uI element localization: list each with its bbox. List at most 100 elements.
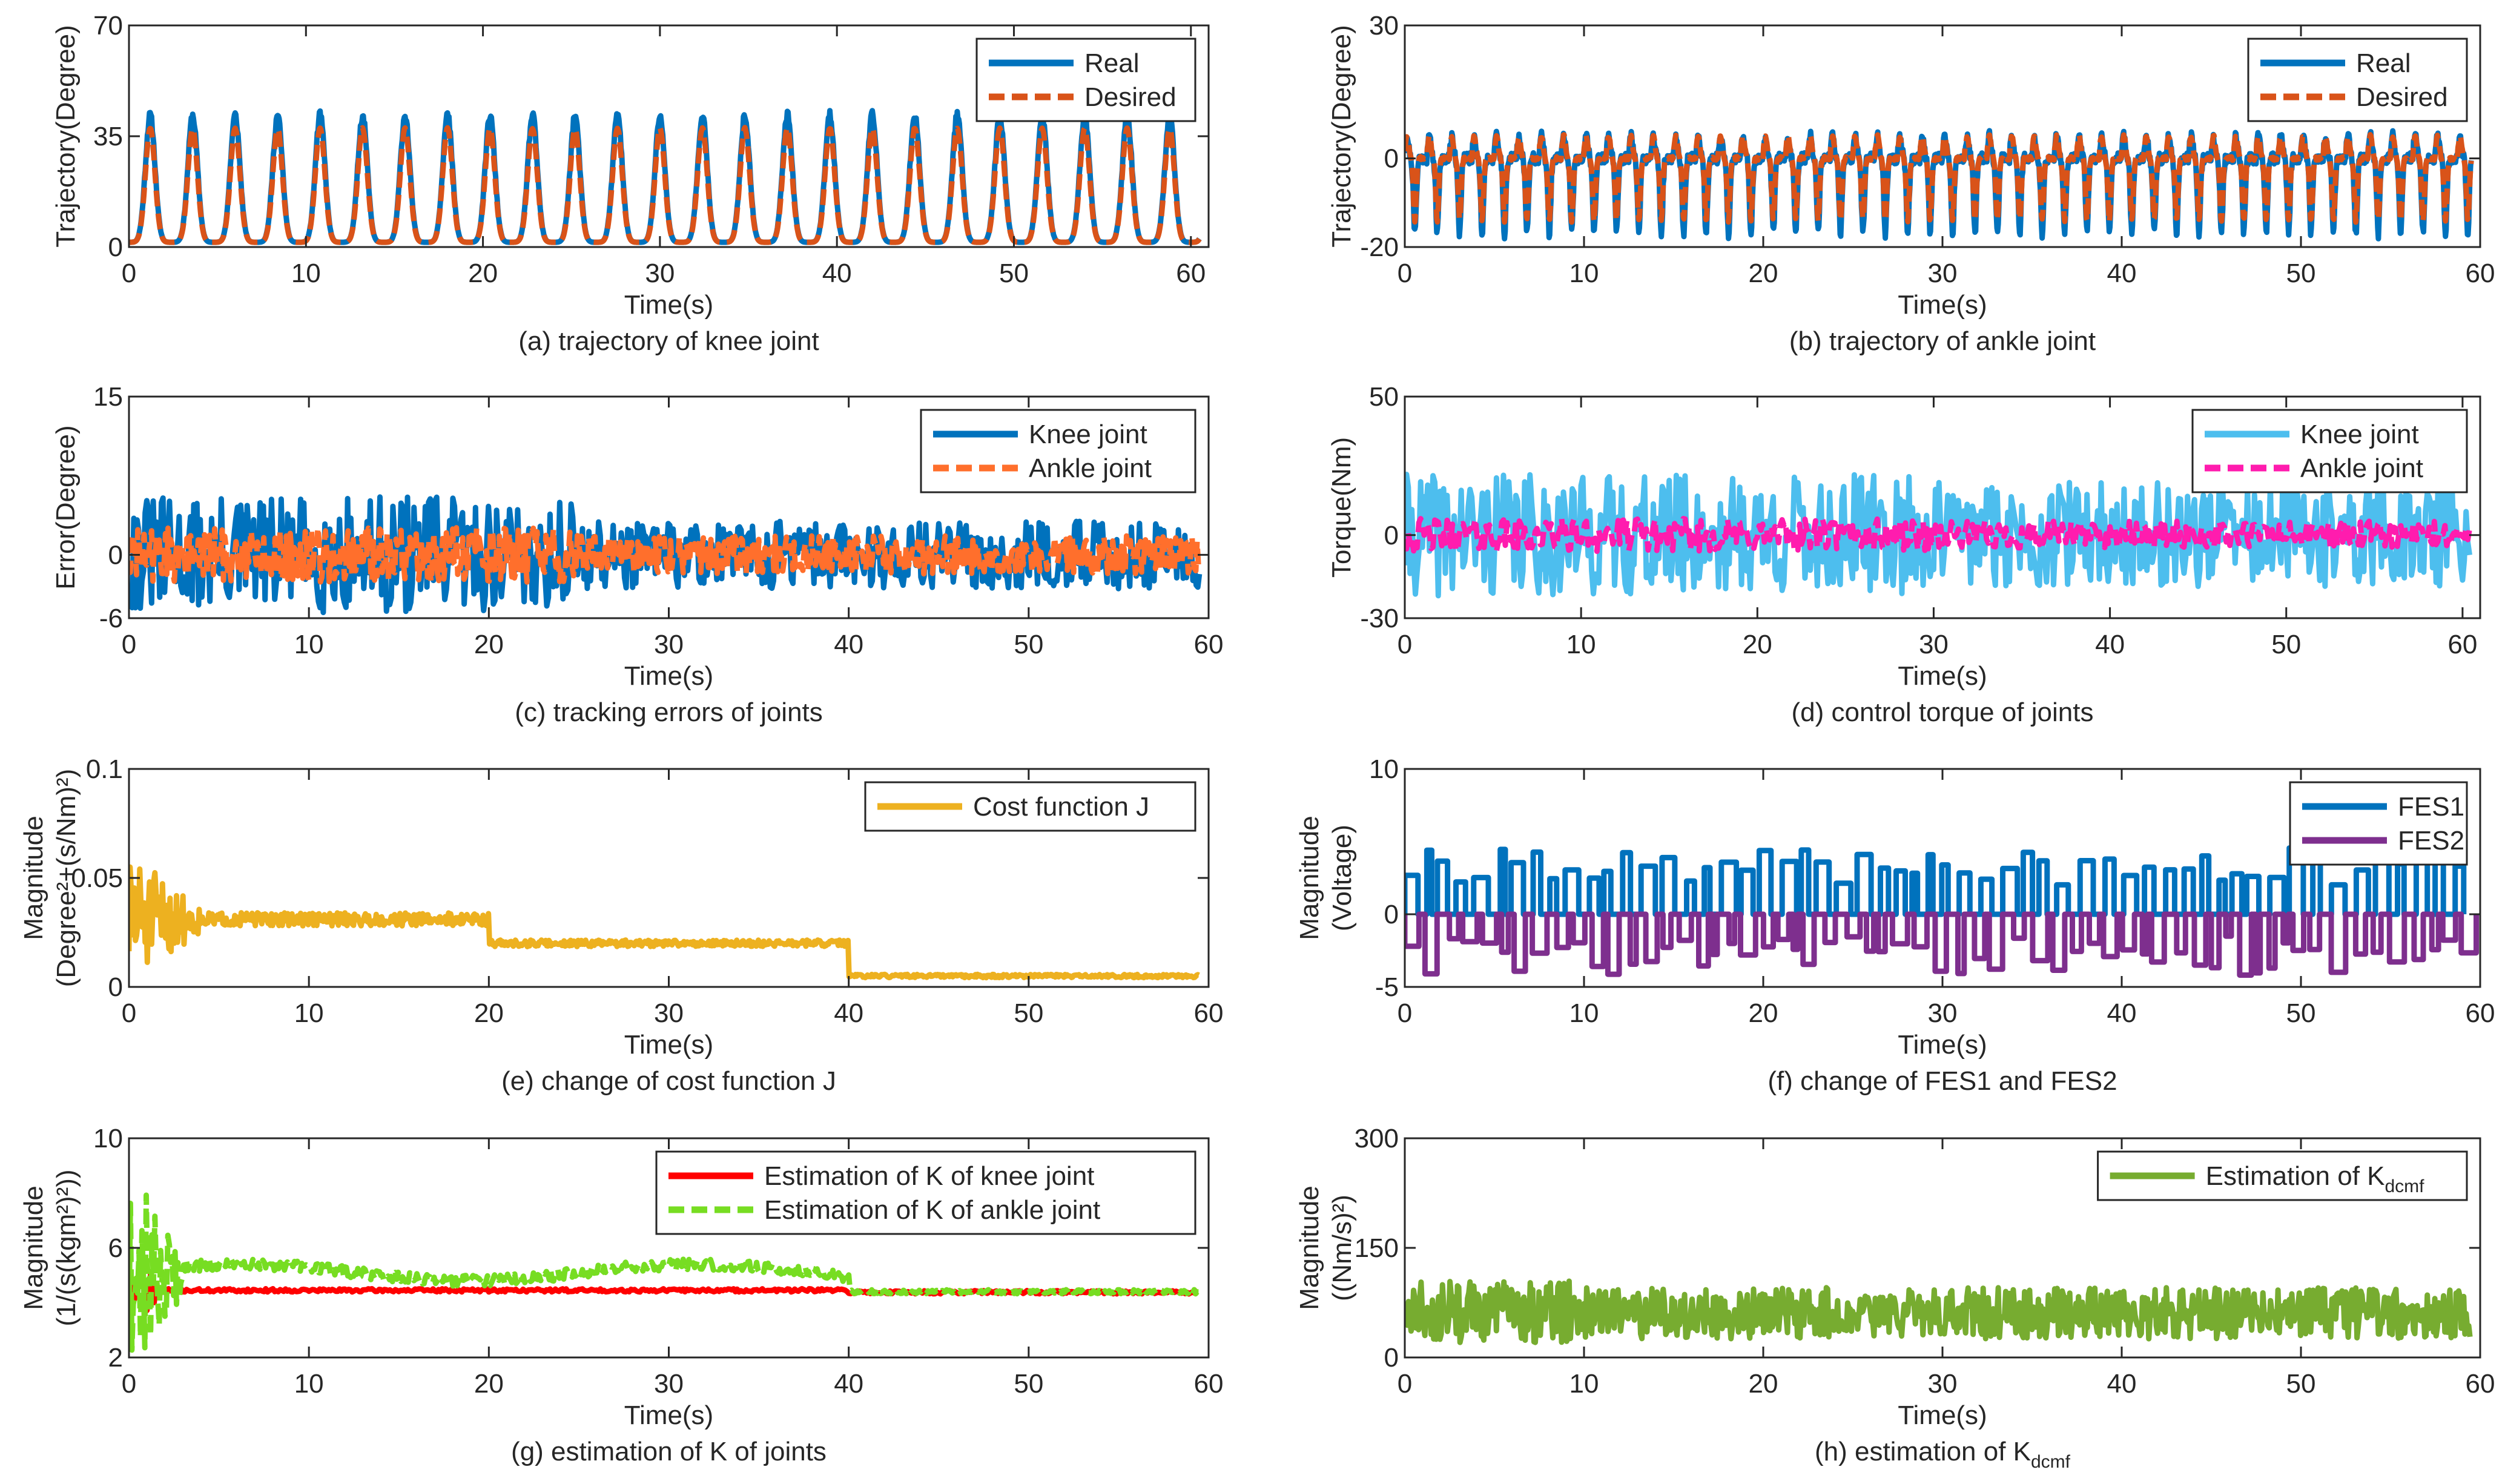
x-tick-label-2-3: 30: [654, 630, 684, 659]
x-tick-label-2-0: 0: [122, 630, 136, 659]
x-tick-label-3-6: 60: [2447, 630, 2477, 659]
panel-caption-4: (e) change of cost function J: [501, 1066, 836, 1096]
x-tick-label-3-3: 30: [1919, 630, 1949, 659]
y-tick-label-6-1: 6: [108, 1233, 123, 1263]
x-tick-label-4-1: 10: [294, 998, 324, 1028]
y-axis-label-0: Trajectory(Degree): [51, 25, 81, 248]
legend-label-0-1: Desired: [1084, 82, 1177, 112]
x-axis-label-0: Time(s): [624, 290, 713, 320]
x-tick-label-5-3: 30: [1928, 998, 1958, 1028]
y-tick-label-7-2: 300: [1355, 1124, 1399, 1153]
y-tick-label-5-0: -5: [1375, 972, 1399, 1002]
panel-caption-5: (f) change of FES1 and FES2: [1767, 1066, 2117, 1096]
chart-panel-6: 0 10 20 30 40 50 60 2 6 10 Time(s) Magnitude (1/(s(k…: [19, 1124, 1223, 1466]
x-tick-label-1-6: 60: [2466, 259, 2495, 288]
legend-label-6-1: Estimation of K of ankle joint: [764, 1195, 1100, 1225]
x-tick-label-4-6: 60: [1194, 998, 1224, 1028]
legend-box-1: [2247, 38, 2468, 122]
x-tick-label-3-4: 40: [2095, 630, 2125, 659]
x-tick-label-1-0: 0: [1398, 259, 1412, 288]
y-tick-label-1-0: -20: [1360, 232, 1399, 262]
x-tick-label-4-3: 30: [654, 998, 684, 1028]
y-axis-label-line2-6: (1/(s(kgm²)²)): [51, 1169, 81, 1326]
x-tick-label-0-2: 20: [468, 259, 498, 288]
y-axis-label-5: Magnitude: [1295, 816, 1324, 940]
x-tick-label-2-6: 60: [1194, 630, 1224, 659]
x-tick-label-1-1: 10: [1569, 259, 1599, 288]
y-tick-label-4-2: 0.1: [86, 754, 123, 784]
panel-caption-6: (g) estimation of K of joints: [511, 1437, 827, 1466]
x-tick-label-7-4: 40: [2107, 1369, 2137, 1399]
x-tick-label-0-1: 10: [291, 259, 321, 288]
legend-box-2: [920, 409, 1196, 493]
legend-label-0-0: Real: [1084, 48, 1140, 78]
legend-label-3-1: Ankle joint: [2300, 453, 2423, 483]
y-tick-label-0-0: 0: [108, 232, 123, 262]
legend-6: Estimation of K of knee joint Estimation …: [655, 1150, 1196, 1235]
legend-box-5: [2289, 781, 2468, 866]
y-axis-label-2: Error(Degree): [51, 425, 81, 589]
x-tick-label-7-1: 10: [1569, 1369, 1599, 1399]
x-tick-label-2-4: 40: [834, 630, 863, 659]
x-tick-label-6-1: 10: [294, 1369, 324, 1399]
x-axis-label-4: Time(s): [624, 1030, 713, 1060]
x-tick-label-3-2: 20: [1743, 630, 1772, 659]
x-tick-label-3-1: 10: [1566, 630, 1596, 659]
legend-label-2-1: Ankle joint: [1029, 453, 1152, 483]
x-tick-label-3-0: 0: [1398, 630, 1412, 659]
x-tick-label-5-2: 20: [1749, 998, 1778, 1028]
x-tick-label-7-6: 60: [2466, 1369, 2495, 1399]
panel-caption-1: (b) trajectory of ankle joint: [1789, 326, 2096, 356]
x-tick-label-6-0: 0: [122, 1369, 136, 1399]
x-tick-label-6-5: 50: [1014, 1369, 1043, 1399]
series-line-5-0: [1405, 845, 2467, 917]
x-tick-label-1-4: 40: [2107, 259, 2137, 288]
y-tick-label-0-2: 70: [93, 11, 123, 41]
x-tick-label-5-5: 50: [2286, 998, 2316, 1028]
y-tick-label-2-0: -6: [99, 604, 123, 633]
x-tick-label-5-0: 0: [1398, 998, 1412, 1028]
y-tick-label-2-1: 0: [108, 540, 123, 570]
legend-label-6-0: Estimation of K of knee joint: [764, 1161, 1094, 1191]
x-tick-label-4-5: 50: [1014, 998, 1043, 1028]
x-tick-label-6-4: 40: [834, 1369, 863, 1399]
x-tick-label-5-1: 10: [1569, 998, 1599, 1028]
x-tick-label-4-0: 0: [122, 998, 136, 1028]
x-axis-label-2: Time(s): [624, 661, 713, 691]
y-axis-label-line2-5: (Voltage): [1327, 825, 1357, 931]
chart-panel-3: 0 10 20 30 40 50 60-30050Time(s)Torque(Nm)(d) …: [1327, 382, 2481, 727]
x-axis-label-6: Time(s): [624, 1400, 713, 1430]
legend-label-2-0: Knee joint: [1029, 420, 1147, 449]
series-line-5-1: [1405, 911, 2479, 978]
series-line-1-1: [1405, 132, 2474, 225]
x-tick-label-0-3: 30: [645, 259, 675, 288]
x-tick-label-2-5: 50: [1014, 630, 1043, 659]
panel-caption-2: (c) tracking errors of joints: [515, 697, 823, 727]
x-tick-label-1-3: 30: [1928, 259, 1958, 288]
y-tick-label-6-2: 10: [93, 1124, 123, 1153]
y-axis-label-7: Magnitude: [1295, 1186, 1324, 1310]
x-tick-label-7-5: 50: [2286, 1369, 2316, 1399]
legend-4: Cost function J: [864, 781, 1196, 832]
x-tick-label-2-1: 10: [294, 630, 324, 659]
chart-panel-4: 0 10 20 30 40 50 60 0 0.05 0.1 Time(s) Magnitude (De…: [19, 754, 1223, 1096]
series-line-3-1: [1405, 516, 2472, 555]
x-tick-label-4-2: 20: [474, 998, 504, 1028]
x-tick-label-0-6: 60: [1176, 259, 1206, 288]
y-tick-label-4-1: 0.05: [71, 863, 123, 893]
y-tick-label-3-0: -30: [1360, 604, 1399, 633]
series-line-0-1: [129, 125, 1202, 245]
axes-box-3: [1404, 395, 2481, 619]
legend-label-4-0: Cost function J: [973, 792, 1149, 822]
panel-caption-0: (a) trajectory of knee joint: [518, 326, 819, 356]
x-axis-label-3: Time(s): [1898, 661, 1987, 691]
series-line-6-1: [129, 1192, 1200, 1353]
series-line-4-0: [129, 864, 1201, 981]
legend-label-1-0: Real: [2356, 48, 2411, 78]
legend-7: Estimation of Kdcmf: [2097, 1150, 2468, 1201]
panel-caption-3: (d) control torque of joints: [1792, 697, 2094, 727]
y-tick-label-7-1: 150: [1355, 1233, 1399, 1263]
y-axis-label-4: Magnitude: [19, 816, 48, 940]
